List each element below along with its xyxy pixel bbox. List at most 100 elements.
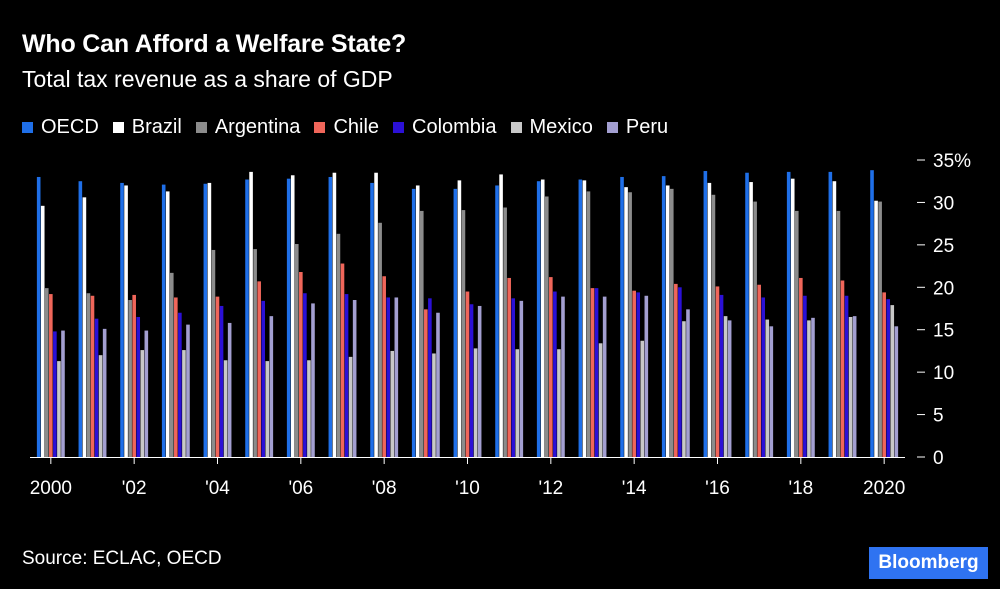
bar-colombia-2012 bbox=[553, 291, 557, 457]
bar-mexico-2006 bbox=[307, 360, 311, 457]
bar-brazil-2015 bbox=[665, 185, 670, 457]
bar-argentina-2006 bbox=[294, 244, 299, 457]
bar-mexico-2002 bbox=[140, 350, 145, 457]
bar-peru-2005 bbox=[269, 316, 274, 457]
bar-oecd-2018 bbox=[786, 171, 791, 457]
bar-brazil-2014 bbox=[624, 187, 628, 457]
bar-peru-2001 bbox=[102, 328, 107, 457]
bar-brazil-2010 bbox=[457, 180, 462, 457]
x-tick-label: '06 bbox=[288, 478, 313, 499]
y-tick-label: 30 bbox=[933, 193, 954, 214]
legend-swatch-colombia bbox=[393, 121, 405, 133]
bar-argentina-2019 bbox=[836, 210, 841, 457]
y-tick-label: 10 bbox=[933, 363, 954, 384]
legend-label: Mexico bbox=[529, 115, 593, 138]
bar-argentina-2000 bbox=[44, 288, 49, 457]
bar-oecd-2016 bbox=[703, 171, 708, 457]
legend-item-peru: Peru bbox=[606, 116, 668, 139]
bar-argentina-2004 bbox=[211, 249, 216, 457]
legend-swatch-chile bbox=[314, 121, 326, 133]
legend-item-colombia: Colombia bbox=[393, 116, 497, 139]
bar-peru-2010 bbox=[477, 305, 482, 457]
x-tick-label: '10 bbox=[455, 478, 480, 499]
bar-chile-2010 bbox=[465, 291, 470, 457]
legend-swatch-peru bbox=[606, 121, 618, 133]
legend-label: Chile bbox=[333, 115, 380, 138]
legend-item-argentina: Argentina bbox=[195, 115, 301, 139]
x-tick-label: '08 bbox=[372, 478, 397, 499]
bar-peru-2015 bbox=[686, 309, 690, 457]
bar-brazil-2006 bbox=[290, 175, 295, 457]
bar-peru-2007 bbox=[352, 300, 357, 457]
bar-peru-2017 bbox=[769, 326, 774, 457]
bar-peru-2009 bbox=[436, 312, 440, 457]
bar-brazil-2002 bbox=[124, 185, 128, 457]
bar-chile-2017 bbox=[757, 284, 761, 457]
bar-peru-2013 bbox=[602, 296, 607, 457]
legend-item-oecd: OECD bbox=[22, 116, 99, 139]
bar-oecd-2009 bbox=[411, 188, 416, 457]
x-tick-label: '18 bbox=[788, 478, 813, 499]
bar-chile-2001 bbox=[90, 295, 95, 457]
bar-argentina-2011 bbox=[503, 207, 507, 457]
bar-mexico-2011 bbox=[515, 349, 520, 457]
bar-brazil-2008 bbox=[374, 172, 378, 458]
y-tick-label: 35% bbox=[933, 151, 971, 172]
bar-argentina-2018 bbox=[794, 210, 799, 457]
legend-item-chile: Chile bbox=[314, 116, 379, 139]
bar-colombia-2016 bbox=[719, 294, 724, 457]
bar-peru-2014 bbox=[644, 295, 649, 457]
bar-colombia-2011 bbox=[511, 298, 516, 457]
bar-colombia-2019 bbox=[844, 295, 849, 457]
bar-colombia-2008 bbox=[386, 297, 391, 457]
bar-oecd-2007 bbox=[328, 176, 333, 457]
legend-swatch-brazil bbox=[112, 121, 124, 133]
bar-colombia-2002 bbox=[136, 316, 141, 457]
bar-chile-2000 bbox=[49, 294, 53, 457]
bar-argentina-2015 bbox=[669, 188, 674, 457]
bar-oecd-2019 bbox=[828, 171, 833, 457]
bar-brazil-2004 bbox=[207, 182, 212, 457]
bar-mexico-2016 bbox=[723, 316, 728, 457]
legend-label: Argentina bbox=[214, 115, 301, 138]
bar-brazil-2007 bbox=[332, 172, 337, 458]
bar-chile-2014 bbox=[632, 290, 636, 457]
bar-oecd-2008 bbox=[370, 182, 374, 457]
bar-oecd-2017 bbox=[745, 172, 749, 458]
bar-brazil-2005 bbox=[249, 171, 253, 457]
bar-brazil-2011 bbox=[499, 174, 503, 457]
bar-argentina-2009 bbox=[419, 210, 424, 457]
bar-colombia-2003 bbox=[178, 312, 182, 457]
bar-mexico-2018 bbox=[807, 320, 811, 457]
bar-brazil-2001 bbox=[82, 197, 87, 457]
bar-oecd-2001 bbox=[78, 181, 83, 457]
y-tick-label: 15 bbox=[933, 321, 954, 342]
bar-brazil-2009 bbox=[415, 185, 420, 457]
bar-mexico-2010 bbox=[473, 348, 478, 457]
bar-colombia-2001 bbox=[94, 318, 99, 457]
bar-chile-2008 bbox=[382, 276, 386, 457]
bar-argentina-2008 bbox=[378, 222, 382, 457]
bar-argentina-2007 bbox=[336, 233, 341, 457]
bar-argentina-2016 bbox=[711, 194, 716, 458]
bar-colombia-2020 bbox=[886, 299, 891, 457]
bar-colombia-2013 bbox=[594, 288, 599, 457]
bar-peru-2002 bbox=[144, 330, 149, 457]
bar-colombia-2018 bbox=[803, 295, 807, 457]
x-tick-label: 2000 bbox=[30, 478, 72, 499]
bar-mexico-2007 bbox=[348, 356, 353, 457]
bar-oecd-2010 bbox=[453, 188, 458, 457]
bar-peru-2018 bbox=[811, 317, 815, 457]
bar-oecd-2005 bbox=[245, 179, 249, 457]
bar-argentina-2013 bbox=[586, 191, 591, 457]
bar-mexico-2005 bbox=[265, 361, 270, 457]
source-note: Source: ECLAC, OECD bbox=[22, 548, 222, 569]
bar-oecd-2012 bbox=[536, 181, 541, 457]
bar-colombia-2010 bbox=[469, 304, 474, 457]
bar-mexico-2020 bbox=[890, 305, 895, 457]
bar-argentina-2010 bbox=[461, 210, 466, 457]
x-tick-label: '04 bbox=[205, 478, 230, 499]
bar-mexico-2008 bbox=[390, 350, 395, 457]
x-tick-label: '12 bbox=[538, 478, 563, 499]
bloomberg-logo[interactable]: Bloomberg bbox=[869, 547, 988, 579]
